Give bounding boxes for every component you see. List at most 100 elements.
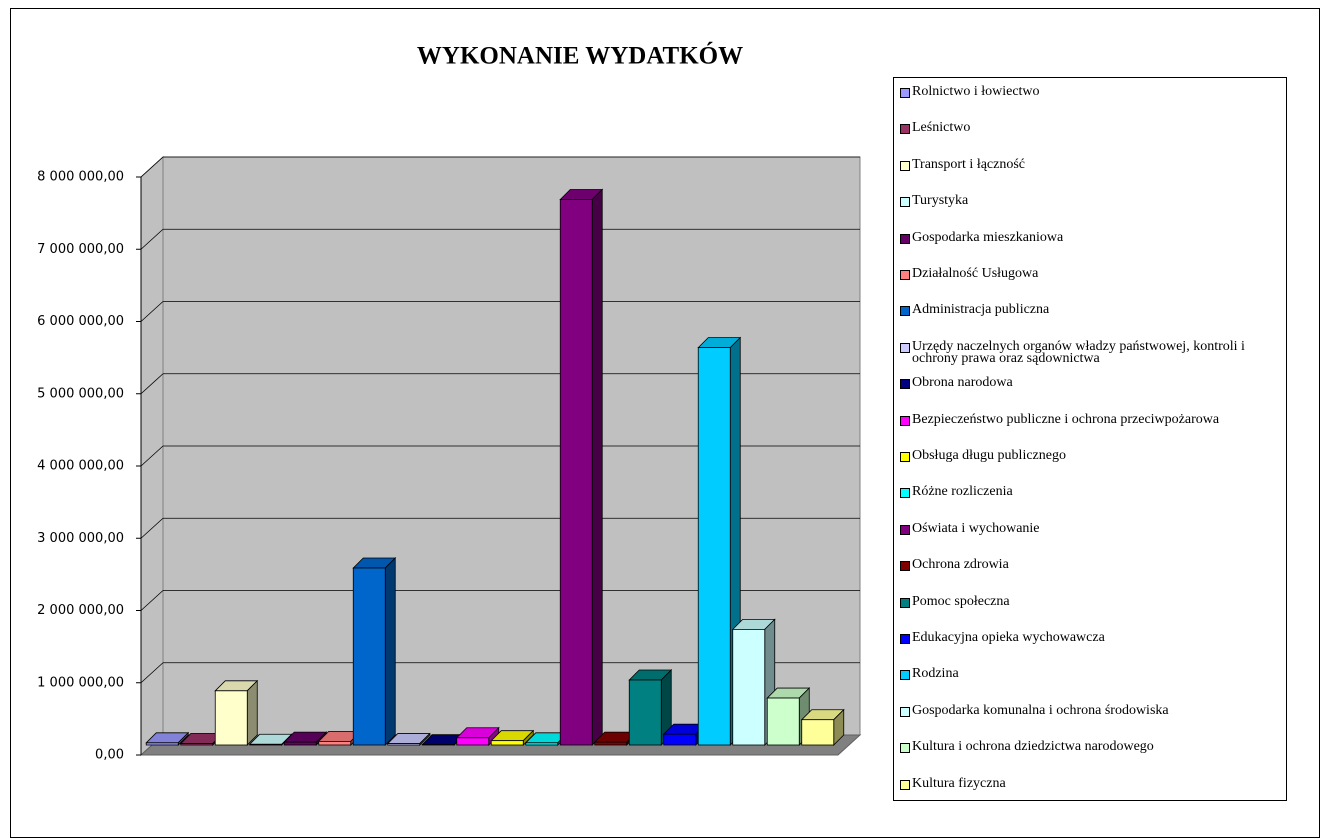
bar-front — [352, 567, 386, 746]
bar-front — [249, 743, 283, 746]
legend-item: Działalność Usługowa — [900, 266, 1280, 281]
bar-front — [559, 199, 593, 746]
legend-item: Administracja publiczna — [900, 302, 1280, 318]
legend-swatch — [900, 706, 910, 717]
bar-front — [456, 737, 490, 746]
legend: Rolnictwo i łowiectwo Leśnictwo Transport … — [893, 77, 1287, 801]
legend-label: Rolnictwo i łowiectwo — [912, 84, 1040, 99]
legend-label: Rodzina — [912, 666, 959, 682]
bar-front — [801, 719, 835, 746]
grid-line — [140, 373, 164, 395]
legend-label: Transport i łączność — [912, 156, 1026, 172]
bar — [283, 731, 328, 746]
bar — [697, 336, 742, 746]
bar-front — [525, 742, 559, 746]
legend-label: Pomoc społeczna — [912, 593, 1010, 609]
legend-item: Obsługa długu publicznego — [900, 448, 1280, 463]
bar-side — [246, 679, 258, 746]
bar-front — [145, 742, 179, 746]
legend-swatch — [900, 561, 910, 572]
legend-label: Turystyka — [912, 193, 969, 209]
legend-item: Kultura i ochrona dziedzictwa narodowego — [900, 739, 1280, 755]
legend-swatch — [900, 124, 910, 135]
legend-item: Transport i łączność — [900, 156, 1280, 172]
legend-swatch — [900, 743, 910, 754]
bar — [386, 732, 431, 746]
y-tick-label: 0,00 — [95, 748, 124, 763]
grid-line — [140, 156, 164, 178]
bar-front — [663, 733, 697, 746]
legend-label: Kultura i ochrona dziedzictwa narodowego — [912, 739, 1154, 755]
legend-item: Ochrona zdrowia — [900, 557, 1280, 573]
bar-front — [283, 741, 317, 746]
legend-item: Oświata i wychowanie — [900, 521, 1280, 535]
legend-swatch — [900, 670, 910, 681]
bar-front — [318, 740, 352, 746]
bar-front — [490, 740, 524, 746]
legend-swatch — [900, 233, 910, 244]
legend-item: Rodzina — [900, 666, 1280, 682]
legend-swatch — [900, 379, 910, 390]
legend-label: Bezpieczeństwo publiczne i ochrona przec… — [912, 411, 1220, 427]
legend-label: Leśnictwo — [912, 120, 971, 136]
chart-title: WYKONANIE WYDATKÓW — [417, 42, 743, 70]
legend-swatch — [900, 160, 910, 171]
grid-line — [140, 517, 164, 539]
legend-swatch — [900, 270, 910, 280]
bar-front — [732, 629, 766, 746]
bar-front — [180, 743, 214, 746]
bar-front — [766, 697, 800, 746]
y-tick-label: 4 000 000,00 — [37, 459, 124, 474]
y-tick-label: 1 000 000,00 — [37, 675, 124, 690]
y-tick-label: 5 000 000,00 — [37, 386, 124, 401]
legend-swatch — [900, 415, 910, 426]
grid-line — [140, 228, 164, 250]
legend-label: Administracja publiczna — [912, 302, 1050, 318]
legend-swatch — [900, 488, 910, 499]
legend-swatch — [900, 88, 910, 98]
legend-swatch — [900, 779, 910, 790]
y-tick-label: 8 000 000,00 — [37, 170, 124, 185]
y-tick-label: 6 000 000,00 — [37, 314, 124, 329]
grid-line — [140, 590, 164, 611]
legend-item: Urzędy naczelnych organów władzy państwo… — [900, 339, 1280, 365]
legend-item: Rolnictwo i łowiectwo — [900, 84, 1280, 99]
bar — [455, 726, 500, 746]
legend-item: Obrona narodowa — [900, 375, 1280, 391]
bar — [214, 679, 259, 746]
legend-swatch — [900, 452, 910, 462]
legend-swatch — [900, 634, 910, 644]
legend-label: Działalność Usługowa — [912, 266, 1039, 281]
legend-item: Kultura fizyczna — [900, 775, 1280, 791]
legend-label: Edukacyjna opieka wychowawcza — [912, 630, 1105, 645]
legend-label: Obsługa długu publicznego — [912, 448, 1066, 463]
bar-front — [387, 743, 421, 746]
bar-front — [214, 690, 248, 746]
legend-swatch — [900, 197, 910, 208]
bar — [490, 729, 535, 746]
legend-label: Gospodarka komunalna i ochrona środowisk… — [912, 702, 1169, 718]
legend-item: Bezpieczeństwo publiczne i ochrona przec… — [900, 411, 1280, 427]
legend-label: Gospodarka mieszkaniowa — [912, 229, 1064, 245]
bar — [800, 708, 845, 746]
legend-swatch — [900, 597, 910, 608]
bar-side — [591, 188, 603, 746]
y-tick-label: 3 000 000,00 — [37, 531, 124, 546]
legend-item: Leśnictwo — [900, 120, 1280, 136]
legend-label: Różne rozliczenia — [912, 484, 1013, 500]
legend-label: Kultura fizyczna — [912, 775, 1006, 791]
y-tick-label: 7 000 000,00 — [37, 242, 124, 257]
bar — [628, 669, 673, 746]
legend-swatch — [900, 342, 910, 353]
legend-label: Ochrona zdrowia — [912, 557, 1009, 573]
y-tick-label: 2 000 000,00 — [37, 603, 124, 618]
legend-label: Obrona narodowa — [912, 375, 1013, 391]
bar-front — [594, 741, 628, 746]
grid-line — [140, 445, 164, 467]
bar — [559, 188, 604, 746]
grid-line — [140, 662, 164, 684]
bar — [352, 557, 397, 746]
bar-front — [628, 679, 662, 746]
legend-item: Edukacyjna opieka wychowawcza — [900, 630, 1280, 645]
